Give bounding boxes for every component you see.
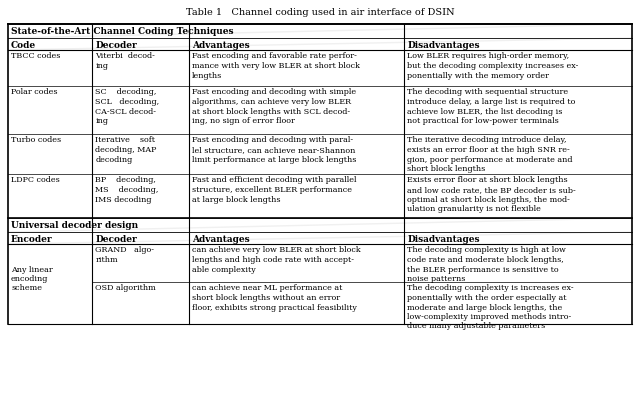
Text: Disadvantages: Disadvantages bbox=[407, 234, 480, 244]
Polygon shape bbox=[8, 134, 632, 174]
Text: BP    decoding,
MS    decoding,
IMS decoding: BP decoding, MS decoding, IMS decoding bbox=[95, 176, 159, 204]
Text: Universal decoder design: Universal decoder design bbox=[11, 221, 138, 229]
Text: Any linear
encoding
scheme: Any linear encoding scheme bbox=[11, 265, 52, 293]
Polygon shape bbox=[8, 24, 632, 38]
Text: Fast encoding and favorable rate perfor-
mance with very low BLER at short block: Fast encoding and favorable rate perfor-… bbox=[192, 53, 360, 79]
Text: Advantages: Advantages bbox=[192, 234, 250, 244]
Text: Exists error floor at short block lengths
and low code rate, the BP decoder is s: Exists error floor at short block length… bbox=[407, 176, 576, 213]
Text: SC    decoding,
SCL   decoding,
CA-SCL decod-
ing: SC decoding, SCL decoding, CA-SCL decod-… bbox=[95, 89, 159, 125]
Text: Table 1   Channel coding used in air interface of DSIN: Table 1 Channel coding used in air inter… bbox=[186, 8, 454, 17]
Polygon shape bbox=[8, 174, 632, 218]
Text: The decoding complexity is high at low
code rate and moderate block lengths,
the: The decoding complexity is high at low c… bbox=[407, 247, 566, 283]
Text: Turbo codes: Turbo codes bbox=[11, 137, 61, 145]
Polygon shape bbox=[8, 232, 632, 244]
Text: Viterbi  decod-
ing: Viterbi decod- ing bbox=[95, 53, 155, 70]
Text: Iterative    soft
decoding, MAP
decoding: Iterative soft decoding, MAP decoding bbox=[95, 137, 157, 163]
Text: The decoding complexity is increases ex-
ponentially with the order especially a: The decoding complexity is increases ex-… bbox=[407, 285, 574, 331]
Polygon shape bbox=[8, 86, 632, 134]
Text: Polar codes: Polar codes bbox=[11, 89, 58, 97]
Text: TBCC codes: TBCC codes bbox=[11, 53, 60, 61]
Text: Disadvantages: Disadvantages bbox=[407, 41, 480, 49]
Text: Code: Code bbox=[11, 41, 36, 49]
Text: Encoder: Encoder bbox=[11, 234, 52, 244]
Text: State-of-the-Art Channel Coding Techniques: State-of-the-Art Channel Coding Techniqu… bbox=[11, 26, 234, 36]
Text: GRAND   algo-
rithm: GRAND algo- rithm bbox=[95, 247, 154, 264]
Text: Fast and efficient decoding with parallel
structure, excellent BLER performance
: Fast and efficient decoding with paralle… bbox=[192, 176, 356, 204]
Text: Advantages: Advantages bbox=[192, 41, 250, 49]
Text: Low BLER requires high-order memory,
but the decoding complexity increases ex-
p: Low BLER requires high-order memory, but… bbox=[407, 53, 579, 79]
Polygon shape bbox=[8, 38, 632, 50]
Text: OSD algorithm: OSD algorithm bbox=[95, 285, 156, 293]
Polygon shape bbox=[8, 244, 632, 324]
Text: can achieve very low BLER at short block
lengths and high code rate with accept-: can achieve very low BLER at short block… bbox=[192, 247, 361, 273]
Polygon shape bbox=[8, 218, 632, 232]
Text: The iterative decoding introduce delay,
exists an error floor at the high SNR re: The iterative decoding introduce delay, … bbox=[407, 137, 573, 173]
Text: The decoding with sequential structure
introduce delay, a large list is required: The decoding with sequential structure i… bbox=[407, 89, 575, 125]
Text: Decoder: Decoder bbox=[95, 41, 137, 49]
Text: Decoder: Decoder bbox=[95, 234, 137, 244]
Text: Fast encoding and decoding with paral-
lel structure, can achieve near-Shannon
l: Fast encoding and decoding with paral- l… bbox=[192, 137, 356, 163]
Polygon shape bbox=[8, 50, 632, 86]
Text: can achieve near ML performance at
short block lengths without an error
floor, e: can achieve near ML performance at short… bbox=[192, 285, 357, 311]
Text: Fast encoding and decoding with simple
algorithms, can achieve very low BLER
at : Fast encoding and decoding with simple a… bbox=[192, 89, 356, 125]
Text: LDPC codes: LDPC codes bbox=[11, 176, 60, 184]
